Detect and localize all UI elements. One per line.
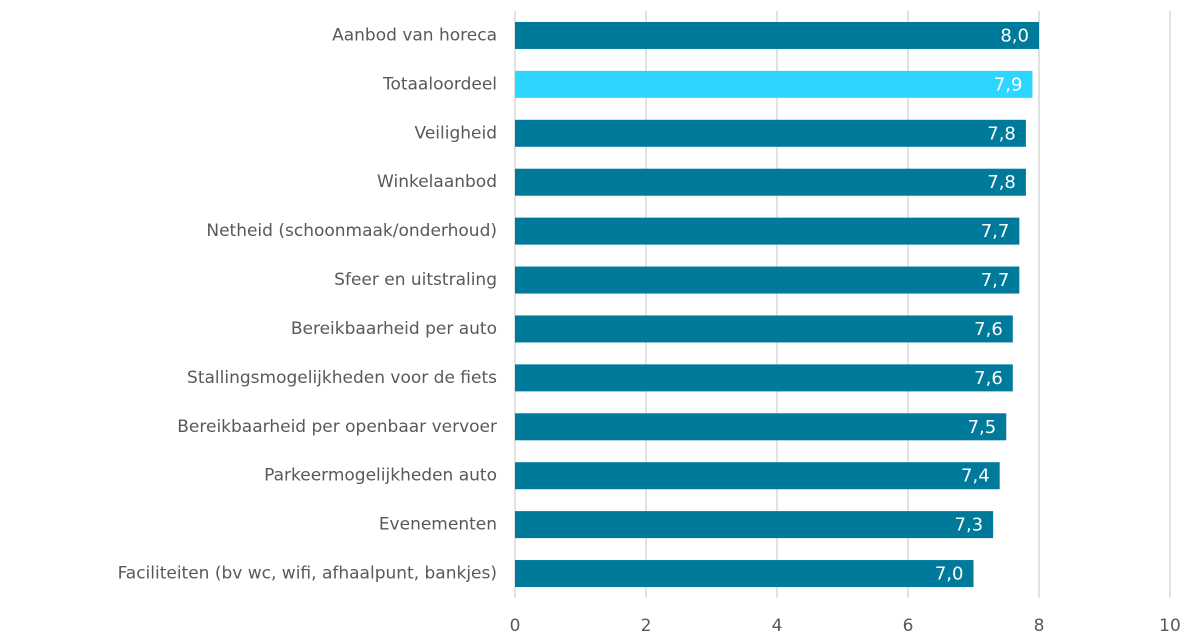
x-tick-label: 8 [1034,616,1045,636]
value-label: 8,0 [1000,25,1029,46]
bar [515,315,1013,343]
y-tick-label: Stallingsmogelijkheden voor de fiets [187,368,497,388]
bar [515,168,1026,196]
value-label: 7,5 [968,417,997,438]
bar [515,560,974,588]
bar [515,119,1026,147]
bar [515,364,1013,392]
x-tick-label: 6 [903,616,914,636]
y-tick-label: Evenementen [379,515,497,535]
value-label: 7,6 [974,319,1003,340]
value-label: 7,7 [981,270,1010,291]
x-tick-label: 0 [510,616,521,636]
y-tick-label: Netheid (schoonmaak/onderhoud) [206,221,497,241]
y-tick-label: Bereikbaarheid per openbaar vervoer [177,417,497,437]
y-tick-label: Winkelaanbod [377,172,497,192]
value-label: 7,3 [955,515,984,536]
value-label: 7,8 [987,123,1016,144]
y-tick-label: Sfeer en uitstraling [334,270,497,290]
x-tick-label: 10 [1159,616,1181,636]
bar [515,413,1007,441]
value-label: 7,9 [994,74,1023,95]
bar [515,217,1020,245]
y-tick-label: Bereikbaarheid per auto [291,319,497,339]
y-tick-label: Veiligheid [415,123,497,143]
value-label: 7,0 [935,564,964,585]
y-tick-label: Faciliteiten (bv wc, wifi, afhaalpunt, b… [118,564,497,584]
value-label: 7,8 [987,172,1016,193]
bar [515,511,994,539]
value-label: 7,4 [961,466,990,487]
y-tick-label: Parkeermogelijkheden auto [264,466,497,486]
bar [515,462,1000,490]
value-label: 7,7 [981,221,1010,242]
bar [515,70,1033,98]
y-tick-label: Totaaloordeel [382,74,497,94]
x-tick-label: 4 [772,616,783,636]
value-label: 7,6 [974,368,1003,389]
bar [515,266,1020,294]
bar [515,21,1039,49]
y-tick-label: Aanbod van horeca [332,25,497,45]
x-tick-label: 2 [641,616,652,636]
